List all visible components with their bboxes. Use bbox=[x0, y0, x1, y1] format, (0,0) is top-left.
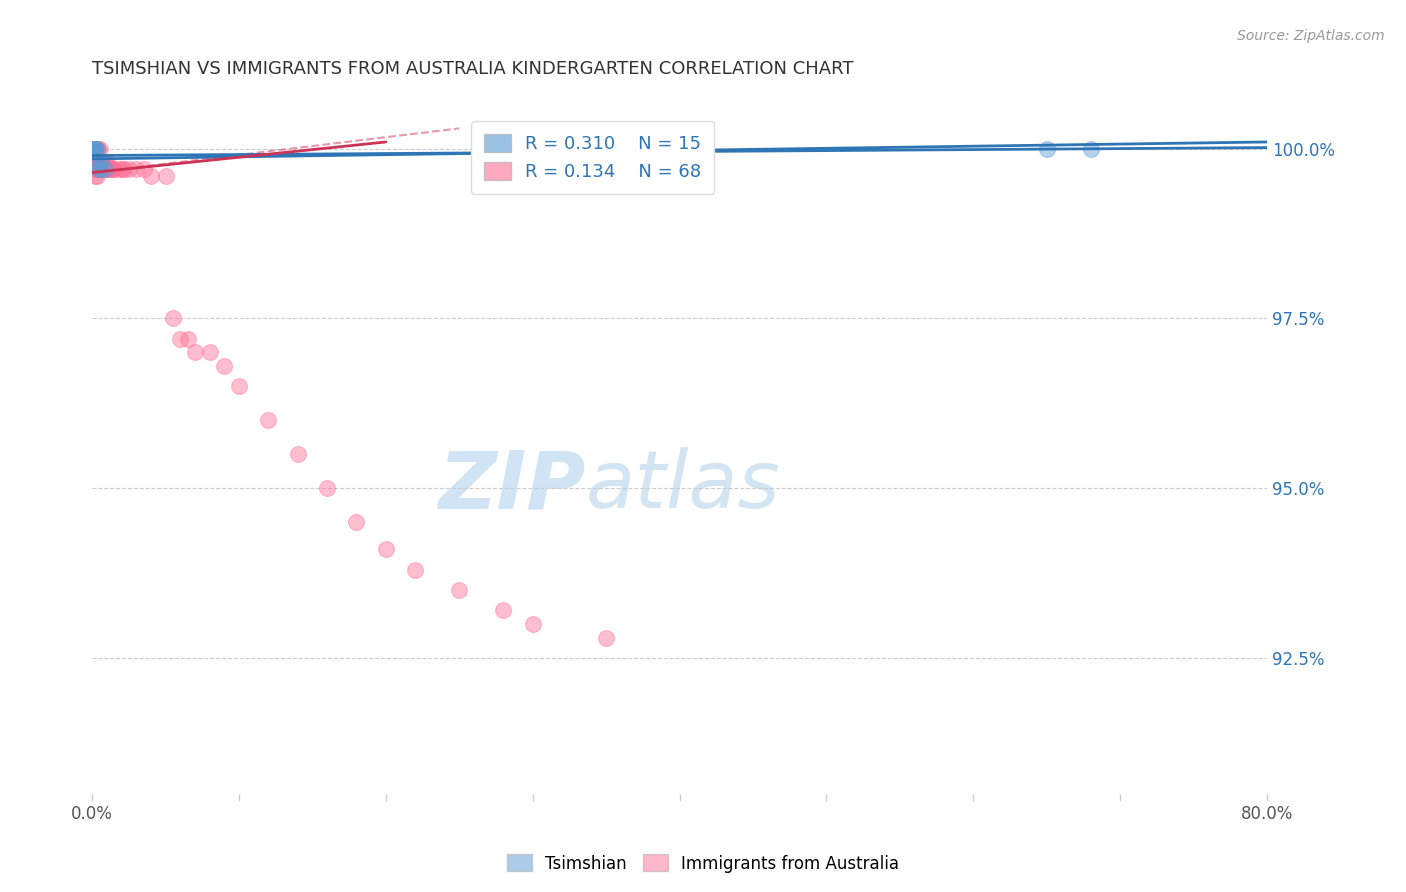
Point bbox=[86, 162, 108, 177]
Point bbox=[107, 162, 129, 177]
Point bbox=[94, 162, 117, 177]
Point bbox=[96, 162, 118, 177]
Point bbox=[93, 162, 115, 177]
Point bbox=[83, 142, 105, 156]
Point bbox=[492, 603, 515, 617]
Point bbox=[97, 162, 120, 177]
Point bbox=[162, 311, 184, 326]
Point bbox=[110, 162, 132, 177]
Point bbox=[404, 563, 426, 577]
Text: atlas: atlas bbox=[585, 447, 780, 525]
Text: Source: ZipAtlas.com: Source: ZipAtlas.com bbox=[1237, 29, 1385, 43]
Point bbox=[287, 447, 309, 461]
Point bbox=[84, 142, 107, 156]
Point bbox=[82, 142, 104, 156]
Point bbox=[83, 142, 105, 156]
Point bbox=[84, 169, 107, 183]
Point bbox=[132, 162, 155, 177]
Point bbox=[82, 142, 104, 156]
Point bbox=[87, 142, 110, 156]
Point bbox=[595, 631, 617, 645]
Point bbox=[82, 142, 104, 156]
Point bbox=[176, 332, 198, 346]
Point bbox=[90, 155, 112, 169]
Point bbox=[449, 582, 471, 597]
Point bbox=[82, 142, 104, 156]
Point bbox=[94, 155, 117, 169]
Point bbox=[89, 142, 111, 156]
Point bbox=[139, 169, 162, 183]
Point bbox=[86, 142, 108, 156]
Point bbox=[87, 155, 110, 169]
Point bbox=[114, 162, 136, 177]
Point bbox=[83, 142, 105, 156]
Point bbox=[83, 142, 105, 156]
Text: TSIMSHIAN VS IMMIGRANTS FROM AUSTRALIA KINDERGARTEN CORRELATION CHART: TSIMSHIAN VS IMMIGRANTS FROM AUSTRALIA K… bbox=[93, 60, 853, 78]
Point bbox=[100, 162, 122, 177]
Point bbox=[118, 162, 141, 177]
Point bbox=[522, 617, 544, 632]
Point bbox=[346, 515, 368, 529]
Point bbox=[257, 413, 280, 427]
Point bbox=[93, 155, 115, 169]
Point bbox=[155, 169, 177, 183]
Point bbox=[89, 155, 111, 169]
Text: ZIP: ZIP bbox=[439, 447, 585, 525]
Point bbox=[90, 155, 112, 169]
Point bbox=[96, 155, 118, 169]
Point bbox=[228, 379, 250, 393]
Point bbox=[184, 345, 207, 359]
Point bbox=[82, 142, 104, 156]
Point bbox=[86, 142, 108, 156]
Point bbox=[87, 162, 110, 177]
Point bbox=[103, 162, 125, 177]
Point bbox=[91, 155, 114, 169]
Point bbox=[89, 162, 111, 177]
Point bbox=[87, 162, 110, 177]
Point bbox=[83, 155, 105, 169]
Point bbox=[84, 142, 107, 156]
Point bbox=[90, 162, 112, 177]
Point bbox=[83, 142, 105, 156]
Point bbox=[83, 142, 105, 156]
Legend: Tsimshian, Immigrants from Australia: Tsimshian, Immigrants from Australia bbox=[501, 847, 905, 880]
Point bbox=[125, 162, 148, 177]
Point bbox=[86, 155, 108, 169]
Point bbox=[98, 162, 121, 177]
Point bbox=[1035, 142, 1057, 156]
Point bbox=[82, 142, 104, 156]
Point bbox=[83, 142, 105, 156]
Point bbox=[83, 142, 105, 156]
Point bbox=[91, 162, 114, 177]
Point bbox=[101, 162, 124, 177]
Point bbox=[84, 142, 107, 156]
Point bbox=[82, 142, 104, 156]
Point bbox=[86, 142, 108, 156]
Point bbox=[89, 162, 111, 177]
Point bbox=[198, 345, 221, 359]
Point bbox=[316, 481, 339, 495]
Point bbox=[374, 542, 396, 557]
Point bbox=[84, 155, 107, 169]
Point bbox=[86, 169, 108, 183]
Point bbox=[83, 142, 105, 156]
Point bbox=[214, 359, 236, 373]
Point bbox=[169, 332, 191, 346]
Point bbox=[86, 155, 108, 169]
Point bbox=[94, 162, 117, 177]
Point bbox=[84, 162, 107, 177]
Point bbox=[84, 142, 107, 156]
Legend: R = 0.310    N = 15, R = 0.134    N = 68: R = 0.310 N = 15, R = 0.134 N = 68 bbox=[471, 121, 714, 194]
Point bbox=[1080, 142, 1102, 156]
